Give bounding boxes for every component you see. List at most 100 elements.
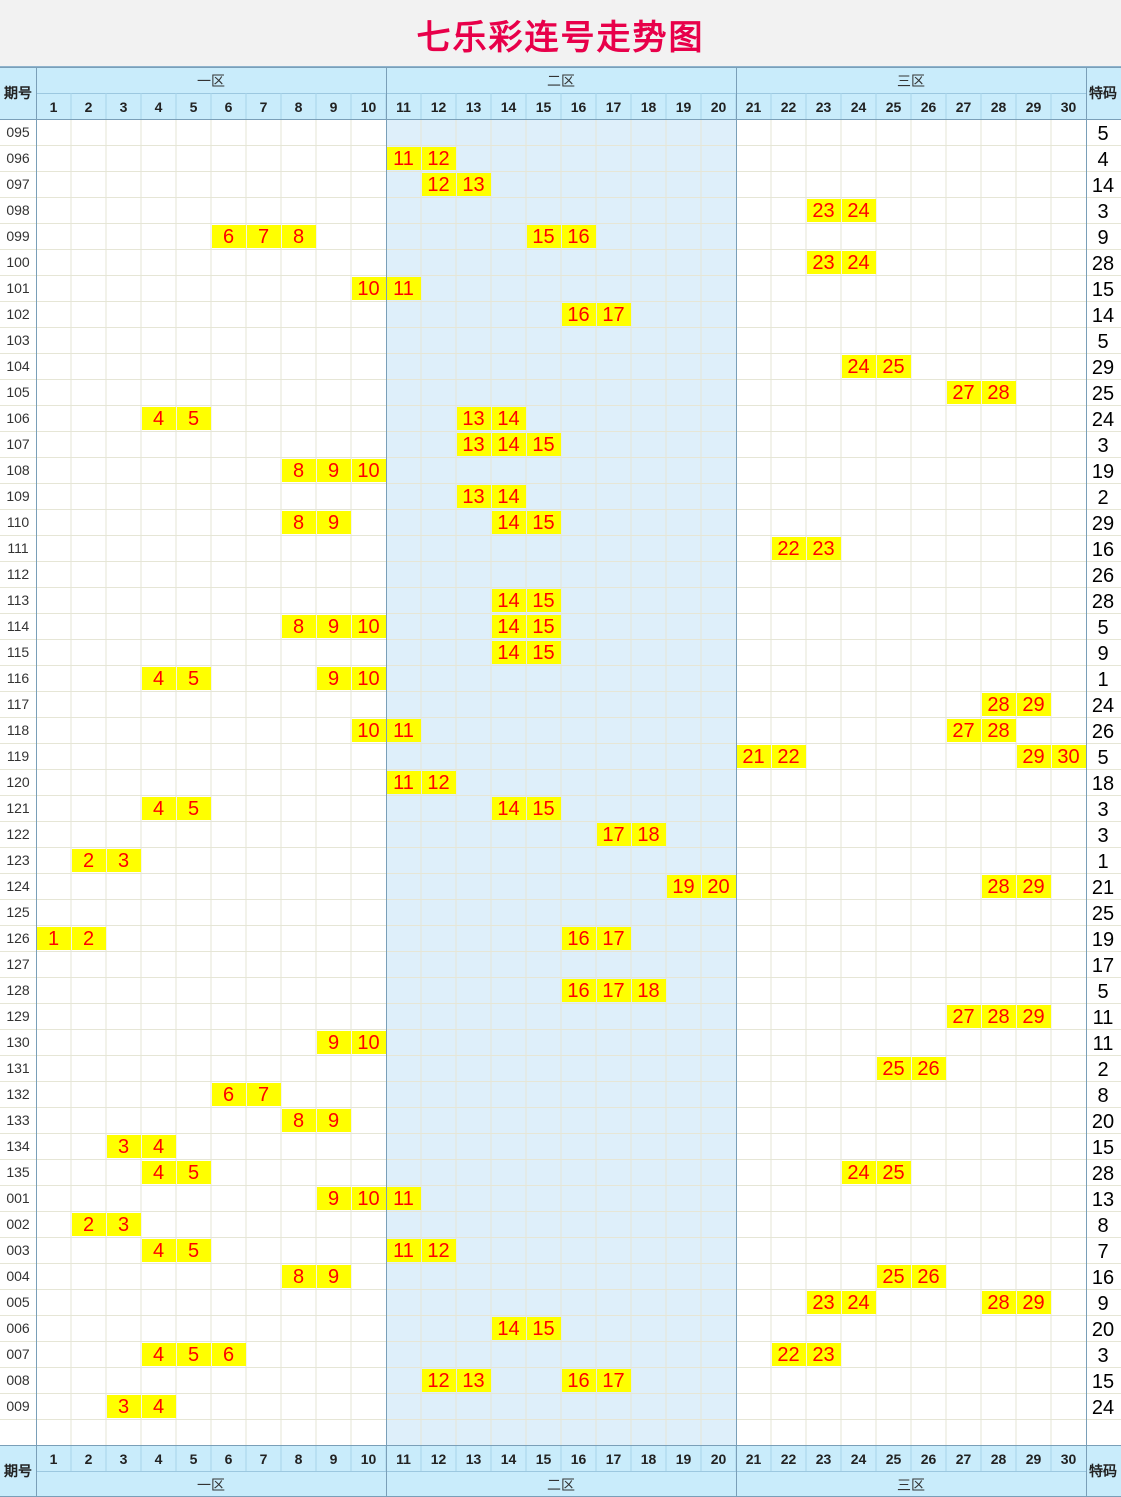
highlight-cell xyxy=(842,1291,876,1314)
highlight-number: 11 xyxy=(393,720,414,742)
number-header: 6 xyxy=(225,99,233,115)
highlight-cell xyxy=(982,693,1016,716)
period-cell: 111 xyxy=(7,540,28,556)
highlight-number: 7 xyxy=(258,226,269,248)
period-cell: 121 xyxy=(6,800,30,816)
highlight-number: 24 xyxy=(847,1162,869,1184)
highlight-number: 10 xyxy=(357,616,379,638)
highlight-cell xyxy=(492,615,526,638)
highlight-cell xyxy=(632,823,666,846)
period-cell: 108 xyxy=(6,462,30,478)
highlight-cell xyxy=(107,1395,141,1418)
highlight-number: 29 xyxy=(1022,746,1044,768)
number-header: 30 xyxy=(1061,99,1077,115)
number-footer: 22 xyxy=(781,1451,797,1467)
highlight-number: 25 xyxy=(882,1058,904,1080)
highlight-cell xyxy=(352,459,386,482)
number-footer: 11 xyxy=(396,1451,411,1467)
special-footer: 特码 xyxy=(1089,1463,1117,1479)
period-cell: 129 xyxy=(6,1008,30,1024)
highlight-number: 4 xyxy=(153,1136,164,1158)
period-cell: 098 xyxy=(6,202,30,218)
highlight-number: 14 xyxy=(497,512,519,534)
number-footer: 20 xyxy=(711,1451,727,1467)
highlight-cell xyxy=(492,1317,526,1340)
highlight-number: 22 xyxy=(777,746,799,768)
period-cell: 100 xyxy=(6,254,30,270)
highlight-number: 9 xyxy=(328,616,339,638)
special-cell: 13 xyxy=(1092,1189,1114,1211)
highlight-cell xyxy=(352,667,386,690)
highlight-cell xyxy=(422,147,456,170)
highlight-cell xyxy=(527,225,561,248)
highlight-number: 28 xyxy=(987,694,1009,716)
highlight-number: 21 xyxy=(742,746,764,768)
special-cell: 7 xyxy=(1097,1241,1108,1263)
highlight-number: 5 xyxy=(188,1240,199,1262)
special-cell: 3 xyxy=(1097,825,1108,847)
highlight-number: 23 xyxy=(812,1292,834,1314)
number-footer: 12 xyxy=(431,1451,447,1467)
highlight-cell xyxy=(737,745,771,768)
highlight-cell xyxy=(352,1187,386,1210)
highlight-number: 24 xyxy=(847,356,869,378)
highlight-cell xyxy=(1052,745,1086,768)
highlight-cell xyxy=(492,511,526,534)
highlight-cell xyxy=(562,303,596,326)
highlight-number: 18 xyxy=(637,980,659,1002)
highlight-number: 1 xyxy=(48,928,59,950)
highlight-number: 23 xyxy=(812,252,834,274)
highlight-number: 4 xyxy=(153,1240,164,1262)
highlight-cell xyxy=(212,1083,246,1106)
highlight-cell xyxy=(422,1239,456,1262)
highlight-number: 27 xyxy=(952,720,974,742)
highlight-number: 8 xyxy=(293,616,304,638)
highlight-cell xyxy=(562,225,596,248)
number-header: 18 xyxy=(641,99,657,115)
highlight-cell xyxy=(492,589,526,612)
period-cell: 004 xyxy=(6,1268,30,1284)
highlight-cell xyxy=(282,225,316,248)
highlight-cell xyxy=(1017,745,1051,768)
highlight-number: 10 xyxy=(357,720,379,742)
number-footer: 15 xyxy=(536,1451,552,1467)
number-header: 21 xyxy=(746,99,762,115)
highlight-number: 15 xyxy=(532,1318,554,1340)
number-header: 22 xyxy=(781,99,797,115)
number-footer: 17 xyxy=(606,1451,622,1467)
highlight-number: 20 xyxy=(707,876,729,898)
highlight-number: 12 xyxy=(427,1240,449,1262)
special-cell: 1 xyxy=(1097,851,1108,873)
zone-label-footer: 三区 xyxy=(897,1477,925,1493)
highlight-number: 5 xyxy=(188,1162,199,1184)
highlight-cell xyxy=(807,537,841,560)
highlight-number: 9 xyxy=(328,1266,339,1288)
number-footer: 5 xyxy=(190,1451,198,1467)
highlight-number: 16 xyxy=(567,980,589,1002)
highlight-number: 14 xyxy=(497,798,519,820)
number-header: 15 xyxy=(536,99,552,115)
special-cell: 9 xyxy=(1097,227,1108,249)
special-cell: 24 xyxy=(1092,409,1114,431)
period-cell: 128 xyxy=(6,982,30,998)
period-cell: 006 xyxy=(6,1320,30,1336)
period-footer: 期号 xyxy=(4,1463,32,1479)
number-footer: 6 xyxy=(225,1451,233,1467)
special-cell: 21 xyxy=(1092,877,1114,899)
highlight-number: 4 xyxy=(153,668,164,690)
special-cell: 24 xyxy=(1092,695,1114,717)
number-header: 4 xyxy=(155,99,163,115)
period-cell: 115 xyxy=(7,644,30,660)
number-footer: 8 xyxy=(295,1451,303,1467)
highlight-cell xyxy=(772,745,806,768)
special-header: 特码 xyxy=(1089,85,1117,101)
highlight-number: 19 xyxy=(672,876,694,898)
number-header: 9 xyxy=(330,99,338,115)
special-cell: 11 xyxy=(1093,1007,1114,1029)
highlight-number: 16 xyxy=(567,304,589,326)
highlight-cell xyxy=(212,1343,246,1366)
highlight-number: 3 xyxy=(118,1136,129,1158)
highlight-number: 8 xyxy=(293,1110,304,1132)
highlight-number: 13 xyxy=(462,408,484,430)
